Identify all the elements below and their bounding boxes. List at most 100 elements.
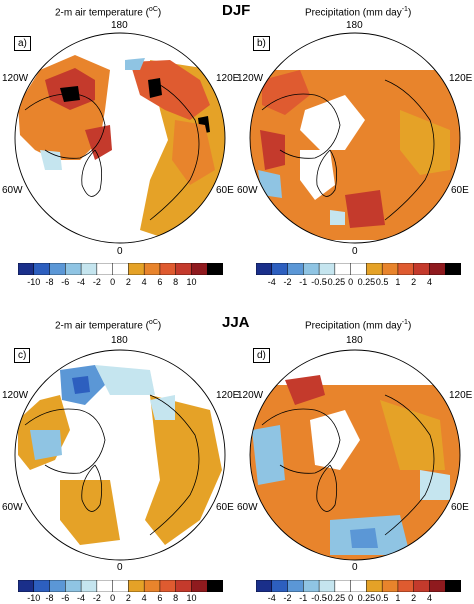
colorbar-temperature-djf-tick-label: 10	[186, 277, 197, 287]
colorbar-temperature-jja-swatch	[80, 580, 98, 592]
panel-c-lon-60e: 60E	[216, 502, 234, 513]
colorbar-precipitation-djf-tick-label: -0.5	[311, 277, 327, 287]
colorbar-precipitation-djf-tick-label: 1	[395, 277, 401, 287]
panel-b-nw-strong	[262, 70, 310, 115]
colorbar-temperature-jja-tick-label: 8	[173, 593, 179, 603]
colorbar-precipitation-djf-swatch	[303, 263, 320, 275]
colorbar-temperature-djf-tick-label: -6	[61, 277, 70, 287]
colorbar-temperature-jja-swatch	[175, 580, 193, 592]
colorbar-precipitation-jja-swatch	[444, 580, 461, 592]
colorbar-temperature-djf-ticks: -10 -8 -6 -4 -2 0 2 4 6 8 10	[18, 277, 223, 289]
colorbar-precipitation-djf-tick-label: 2	[411, 277, 417, 287]
panel-b-title: Precipitation (mm day-1)	[305, 6, 412, 19]
colorbar-temperature-djf-swatch	[96, 263, 114, 275]
panel-b-sw-strong	[260, 130, 285, 170]
colorbar-precipitation-jja-swatch	[397, 580, 415, 592]
panel-b-label: b)	[253, 36, 270, 51]
panel-a-title: 2-m air temperature (oC)	[55, 6, 162, 19]
colorbar-temperature-djf-tick-label: -4	[77, 277, 86, 287]
colorbar-precipitation-jja-tick-label: 2	[411, 593, 417, 603]
colorbar-temperature-jja-tick-label: 2	[125, 593, 131, 603]
colorbar-precipitation-djf-swatch	[318, 263, 336, 275]
colorbar-precipitation-jja-tick-label: -0.25	[324, 593, 346, 603]
season-title-jja: JJA	[222, 314, 250, 331]
colorbar-precipitation-jja-tick-label: -0.5	[311, 593, 327, 603]
colorbar-temperature-djf-swatch	[128, 263, 145, 275]
panel-c-coast-greenland	[81, 464, 103, 512]
colorbar-precipitation-jja-swatch	[350, 580, 367, 592]
colorbar-temperature-jja-swatch	[191, 580, 208, 592]
colorbar-precipitation-jja-swatch	[256, 580, 273, 592]
colorbar-temperature-jja-tick-label: -6	[61, 593, 70, 603]
colorbar-precipitation-jja-tick-label: 0.5	[375, 593, 389, 603]
panel-d-lon-120e: 120E	[449, 390, 473, 401]
colorbar-temperature-djf-swatch	[191, 263, 208, 275]
colorbar-precipitation-jja-swatch	[334, 580, 352, 592]
panel-a-lon-120w: 120W	[2, 73, 29, 84]
colorbar-precipitation-djf-swatch	[366, 263, 383, 275]
panel-c-alaska-max-cool	[72, 376, 90, 394]
panel-d-lon-0: 0	[352, 562, 358, 573]
panel-c-coast-eurasia	[149, 394, 200, 536]
colorbar-precipitation-djf-tick-label: -4	[267, 277, 276, 287]
panel-d-map	[249, 349, 461, 561]
colorbar-temperature-jja-swatch	[96, 580, 114, 592]
colorbar-temperature-jja-tick-label: 4	[141, 593, 147, 603]
colorbar-precipitation-jja-tick-label: -1	[299, 593, 308, 603]
panel-a-boundary	[14, 32, 226, 244]
colorbar-temperature-jja-swatch	[33, 580, 51, 592]
colorbar-temperature-jja-swatch	[206, 580, 223, 592]
colorbar-temperature-jja-swatch	[128, 580, 145, 592]
panel-a-coast-namerica	[24, 93, 106, 159]
colorbar-precipitation-jja-tick-label: 0.25	[357, 593, 376, 603]
panel-a-coast-greenland	[81, 149, 103, 197]
panel-d-lon-60e: 60E	[451, 502, 469, 513]
colorbar-temperature-jja-ticks: -10 -8 -6 -4 -2 0 2 4 6 8 10	[18, 593, 223, 604]
colorbar-temperature-djf-swatch	[33, 263, 51, 275]
panel-a-lon-120e: 120E	[216, 73, 240, 84]
colorbar-precipitation-djf-tick-label: 0	[348, 277, 354, 287]
colorbar-temperature-djf-tick-label: -10	[27, 277, 41, 287]
colorbar-temperature-jja-tick-label: -10	[27, 593, 41, 603]
colorbar-temperature-djf-swatch	[159, 263, 177, 275]
colorbar-precipitation-djf-tick-label: 0.25	[357, 277, 376, 287]
panel-d-west-cool	[252, 425, 285, 485]
panel-d-lon-60w: 60W	[237, 502, 258, 513]
colorbar-precipitation-djf-tick-label: -2	[283, 277, 292, 287]
colorbar-temperature-djf	[18, 263, 223, 275]
colorbar-precipitation-jja-swatch	[318, 580, 336, 592]
colorbar-precipitation-djf-swatch	[444, 263, 461, 275]
panel-c-map	[14, 349, 226, 561]
panel-a-lon-0: 0	[117, 246, 123, 257]
colorbar-temperature-djf-tick-label: 2	[125, 277, 131, 287]
colorbar-precipitation-djf-swatch	[271, 263, 289, 275]
colorbar-precipitation-djf-tick-label: -1	[299, 277, 308, 287]
colorbar-temperature-jja-tick-label: -2	[92, 593, 101, 603]
panel-a-lon-180: 180	[111, 20, 128, 31]
panel-d-title: Precipitation (mm day-1)	[305, 319, 412, 332]
colorbar-precipitation-djf-swatch	[429, 263, 446, 275]
colorbar-temperature-djf-swatch	[80, 263, 98, 275]
colorbar-temperature-djf-tick-label: 0	[110, 277, 116, 287]
panel-a-coast-eurasia	[149, 79, 200, 221]
panel-b-coast-greenland	[316, 149, 338, 197]
panel-c-eurasia-anomaly	[145, 395, 222, 545]
colorbar-precipitation-djf-swatch	[334, 263, 352, 275]
panel-d-south-strong-cool	[350, 528, 378, 548]
colorbar-temperature-djf-tick-label: -8	[45, 277, 54, 287]
colorbar-temperature-jja-swatch	[18, 580, 35, 592]
colorbar-temperature-jja-swatch	[112, 580, 129, 592]
colorbar-temperature-jja-tick-label: -8	[45, 593, 54, 603]
colorbar-temperature-djf-tick-label: -2	[92, 277, 101, 287]
panel-b-lon-180: 180	[346, 20, 363, 31]
panel-a-lon-60e: 60E	[216, 185, 234, 196]
colorbar-precipitation-djf-swatch	[256, 263, 273, 275]
panel-c-boundary	[14, 349, 226, 561]
panel-c-lon-120w: 120W	[2, 390, 29, 401]
panel-d-coast-eurasia	[384, 394, 435, 536]
colorbar-temperature-jja	[18, 580, 223, 592]
panel-c-canada-cool	[30, 430, 62, 460]
panel-b-center-blank	[300, 95, 365, 150]
panel-a-siberia-max	[148, 78, 162, 98]
